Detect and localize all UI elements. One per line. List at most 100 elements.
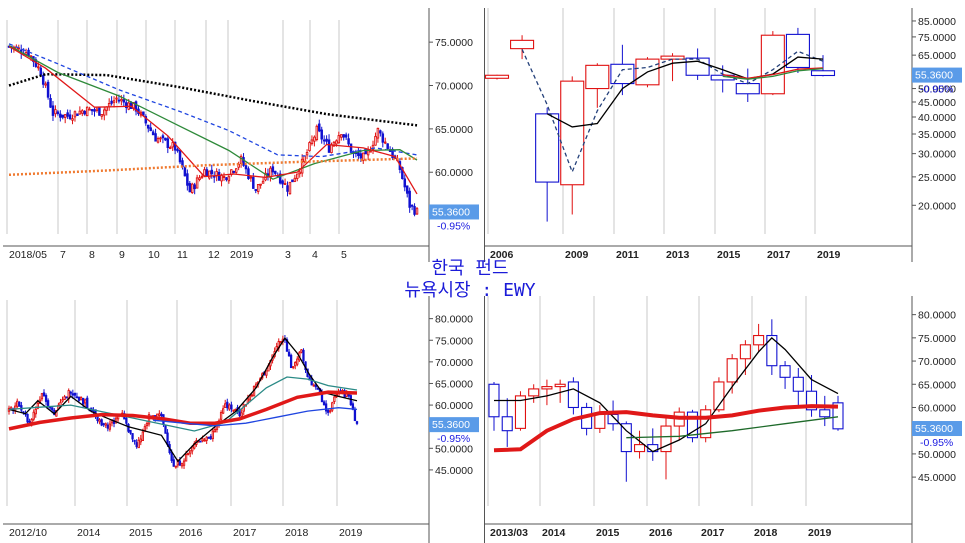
candle-body bbox=[108, 423, 112, 430]
x-axis-label: 3 bbox=[285, 249, 291, 261]
candle-body bbox=[250, 394, 254, 397]
candle-body bbox=[209, 436, 212, 440]
y-axis-label: 75.0000 bbox=[435, 37, 473, 49]
candle-body bbox=[73, 392, 77, 396]
candle-body bbox=[355, 421, 359, 424]
quarterly-chart-panel: 2013/03 2014 2015 2016 2017 2018 2019 80.0000 75… bbox=[484, 296, 965, 543]
candle-body bbox=[174, 465, 177, 468]
candle-body bbox=[168, 147, 172, 149]
candle-body bbox=[340, 134, 343, 138]
y-axis-label: 30.0000 bbox=[918, 149, 956, 161]
candle-body bbox=[713, 381, 725, 411]
candle-body bbox=[541, 386, 553, 390]
candle-body bbox=[283, 182, 287, 185]
candle-body bbox=[269, 167, 272, 178]
candle-body bbox=[401, 167, 404, 179]
y-axis-label: 50.0000 bbox=[918, 449, 956, 461]
candle-body bbox=[127, 423, 130, 432]
last-price-box bbox=[912, 67, 962, 83]
x-axis-label: 2015 bbox=[129, 527, 153, 539]
candle-body bbox=[125, 102, 128, 109]
candle-body bbox=[342, 134, 345, 138]
candle-body bbox=[77, 396, 81, 401]
x-axis-label: 9 bbox=[119, 249, 125, 261]
x-axis-label: 12 bbox=[208, 249, 220, 261]
candle-body bbox=[364, 150, 367, 155]
y-axis-label: 65.0000 bbox=[918, 379, 956, 391]
candle-body bbox=[349, 395, 352, 406]
y-axis-label: 45.0000 bbox=[918, 472, 956, 484]
x-axis-label: 2015 bbox=[717, 249, 741, 261]
candle-body bbox=[310, 378, 313, 386]
x-axis-label: 2013/03 bbox=[490, 527, 528, 539]
candle-body bbox=[535, 113, 560, 183]
y-axis-label: 80.0000 bbox=[918, 310, 956, 322]
candle-body bbox=[331, 402, 334, 411]
candle-body bbox=[242, 157, 245, 166]
candle-body bbox=[137, 439, 140, 449]
candle-body bbox=[149, 127, 152, 132]
candle-body bbox=[61, 114, 64, 118]
candle-body bbox=[234, 168, 238, 173]
x-axis-label: 4 bbox=[312, 249, 318, 261]
candle-body bbox=[76, 113, 79, 117]
x-axis-label: 2013 bbox=[666, 249, 690, 261]
candle-body bbox=[228, 404, 231, 410]
candle-body bbox=[147, 414, 151, 425]
candle-body bbox=[286, 185, 289, 192]
x-axis-label: 2019 bbox=[339, 527, 363, 539]
candle-body bbox=[170, 452, 173, 461]
x-axis-label: 8 bbox=[89, 249, 95, 261]
candle-body bbox=[71, 393, 74, 396]
candle-body bbox=[219, 412, 223, 420]
candle-body bbox=[785, 33, 810, 69]
candle-body bbox=[88, 108, 91, 111]
candle-body bbox=[98, 106, 101, 116]
candle-body bbox=[501, 416, 513, 432]
candle-body bbox=[71, 118, 74, 121]
y-axis-label: 60.0000 bbox=[435, 400, 473, 412]
candle-body bbox=[232, 409, 235, 412]
y-axis-label: 60.0000 bbox=[435, 167, 473, 179]
price-change-label: -0.95% bbox=[437, 220, 470, 232]
candle-body bbox=[78, 110, 82, 115]
candle-body bbox=[271, 166, 275, 173]
candle-body bbox=[134, 101, 138, 112]
candle-body bbox=[332, 141, 336, 147]
candle-body bbox=[633, 444, 646, 453]
candle-body bbox=[166, 138, 170, 148]
candle-body bbox=[129, 429, 132, 434]
candle-body bbox=[315, 125, 319, 140]
candle-body bbox=[810, 70, 836, 77]
last-price-box bbox=[429, 417, 479, 433]
candle-body bbox=[240, 412, 243, 417]
candle-body bbox=[213, 428, 217, 433]
candle-body bbox=[514, 395, 527, 429]
candle-body bbox=[29, 55, 33, 58]
candle-body bbox=[98, 419, 101, 423]
candle-body bbox=[100, 114, 104, 117]
candle-body bbox=[133, 439, 136, 442]
last-price-box bbox=[429, 204, 479, 220]
candle-body bbox=[322, 139, 326, 142]
x-axis-label: 2009 bbox=[565, 249, 589, 261]
moving-average-1 bbox=[521, 49, 824, 174]
last-price-box bbox=[912, 421, 962, 437]
candle-body bbox=[324, 403, 328, 412]
candle-body bbox=[296, 173, 299, 179]
candle-body bbox=[86, 397, 89, 409]
y-axis-label: 50.0000 bbox=[918, 84, 956, 96]
candle-body bbox=[147, 124, 150, 129]
candle-body bbox=[66, 112, 69, 117]
y-axis-label: 25.0000 bbox=[918, 172, 956, 184]
candle-body bbox=[44, 83, 47, 86]
y-axis-label: 80.0000 bbox=[435, 314, 473, 326]
candle-body bbox=[413, 206, 416, 215]
candle-body bbox=[68, 114, 72, 120]
price-change-label: -0.95% bbox=[437, 433, 470, 445]
candle-body bbox=[14, 405, 17, 411]
x-axis-label: 2016 bbox=[649, 527, 673, 539]
x-axis-label: 2006 bbox=[490, 249, 514, 261]
candle-body bbox=[560, 80, 585, 186]
moving-average-3 bbox=[8, 45, 418, 180]
